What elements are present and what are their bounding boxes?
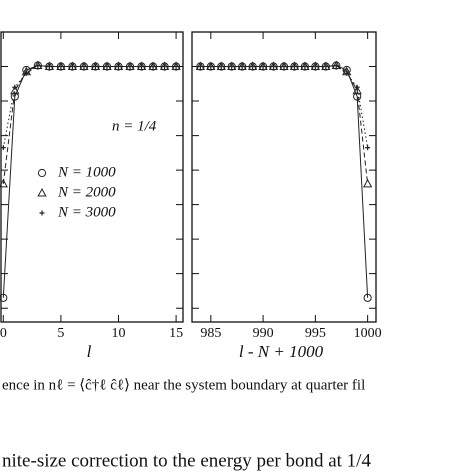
x-tick-label: 5 bbox=[57, 326, 64, 341]
caption-line: nite-size correction to the energy per b… bbox=[2, 450, 371, 471]
marker bbox=[69, 64, 75, 70]
series-line bbox=[200, 64, 369, 184]
plot-frame bbox=[191, 31, 377, 323]
marker bbox=[0, 178, 8, 188]
marker bbox=[12, 84, 18, 90]
marker bbox=[365, 145, 371, 151]
legend-entry: N = 3000 bbox=[57, 204, 116, 220]
marker bbox=[239, 64, 245, 70]
marker bbox=[323, 64, 329, 70]
marker bbox=[115, 64, 121, 70]
marker bbox=[58, 64, 64, 70]
marker bbox=[197, 64, 203, 70]
legend-entry: N = 2000 bbox=[57, 184, 116, 200]
marker bbox=[81, 64, 87, 70]
annotation: n = 1/4 bbox=[112, 118, 157, 134]
x-tick-label: 0 bbox=[0, 326, 7, 341]
marker bbox=[362, 178, 373, 188]
marker bbox=[271, 64, 277, 70]
marker bbox=[352, 85, 362, 95]
x-tick-label: 15 bbox=[169, 326, 183, 341]
marker bbox=[10, 85, 20, 95]
x-axis-label: l bbox=[87, 342, 92, 361]
x-tick-label: 10 bbox=[111, 326, 125, 341]
series-line bbox=[200, 64, 369, 298]
marker bbox=[344, 70, 350, 76]
marker bbox=[173, 64, 179, 70]
marker bbox=[229, 64, 235, 70]
marker bbox=[291, 64, 297, 70]
marker bbox=[35, 63, 41, 69]
x-tick-label: 995 bbox=[305, 326, 326, 341]
marker bbox=[260, 64, 266, 70]
marker bbox=[46, 64, 52, 70]
legend-marker bbox=[37, 187, 47, 197]
x-tick-label: 1000 bbox=[354, 326, 382, 341]
marker bbox=[354, 84, 360, 90]
marker bbox=[127, 64, 133, 70]
marker bbox=[162, 64, 168, 70]
plot-frame bbox=[0, 31, 184, 323]
legend-marker bbox=[39, 210, 45, 216]
marker bbox=[23, 70, 29, 76]
marker bbox=[104, 64, 110, 70]
marker bbox=[208, 64, 214, 70]
x-tick-label: 985 bbox=[200, 326, 221, 341]
marker bbox=[331, 60, 341, 69]
series-line bbox=[2, 65, 177, 148]
series-line bbox=[2, 64, 177, 298]
legend-entry: N = 1000 bbox=[57, 164, 116, 180]
marker bbox=[218, 64, 224, 70]
marker bbox=[302, 64, 308, 70]
series-line bbox=[2, 64, 177, 184]
marker bbox=[92, 64, 98, 70]
marker bbox=[150, 64, 156, 70]
legend-marker bbox=[37, 168, 47, 178]
marker bbox=[281, 64, 287, 70]
marker bbox=[0, 293, 8, 302]
series-line bbox=[200, 65, 369, 148]
x-axis-label: l - N + 1000 bbox=[239, 342, 324, 361]
marker bbox=[363, 293, 372, 302]
marker bbox=[333, 63, 339, 69]
marker bbox=[0, 145, 6, 151]
x-tick-label: 990 bbox=[253, 326, 274, 341]
marker bbox=[250, 64, 256, 70]
marker bbox=[33, 60, 43, 69]
marker bbox=[139, 64, 145, 70]
marker bbox=[312, 64, 318, 70]
caption-line: ence in nℓ = ⟨ĉ†ℓ ĉℓ⟩ near the system bo… bbox=[2, 377, 365, 393]
